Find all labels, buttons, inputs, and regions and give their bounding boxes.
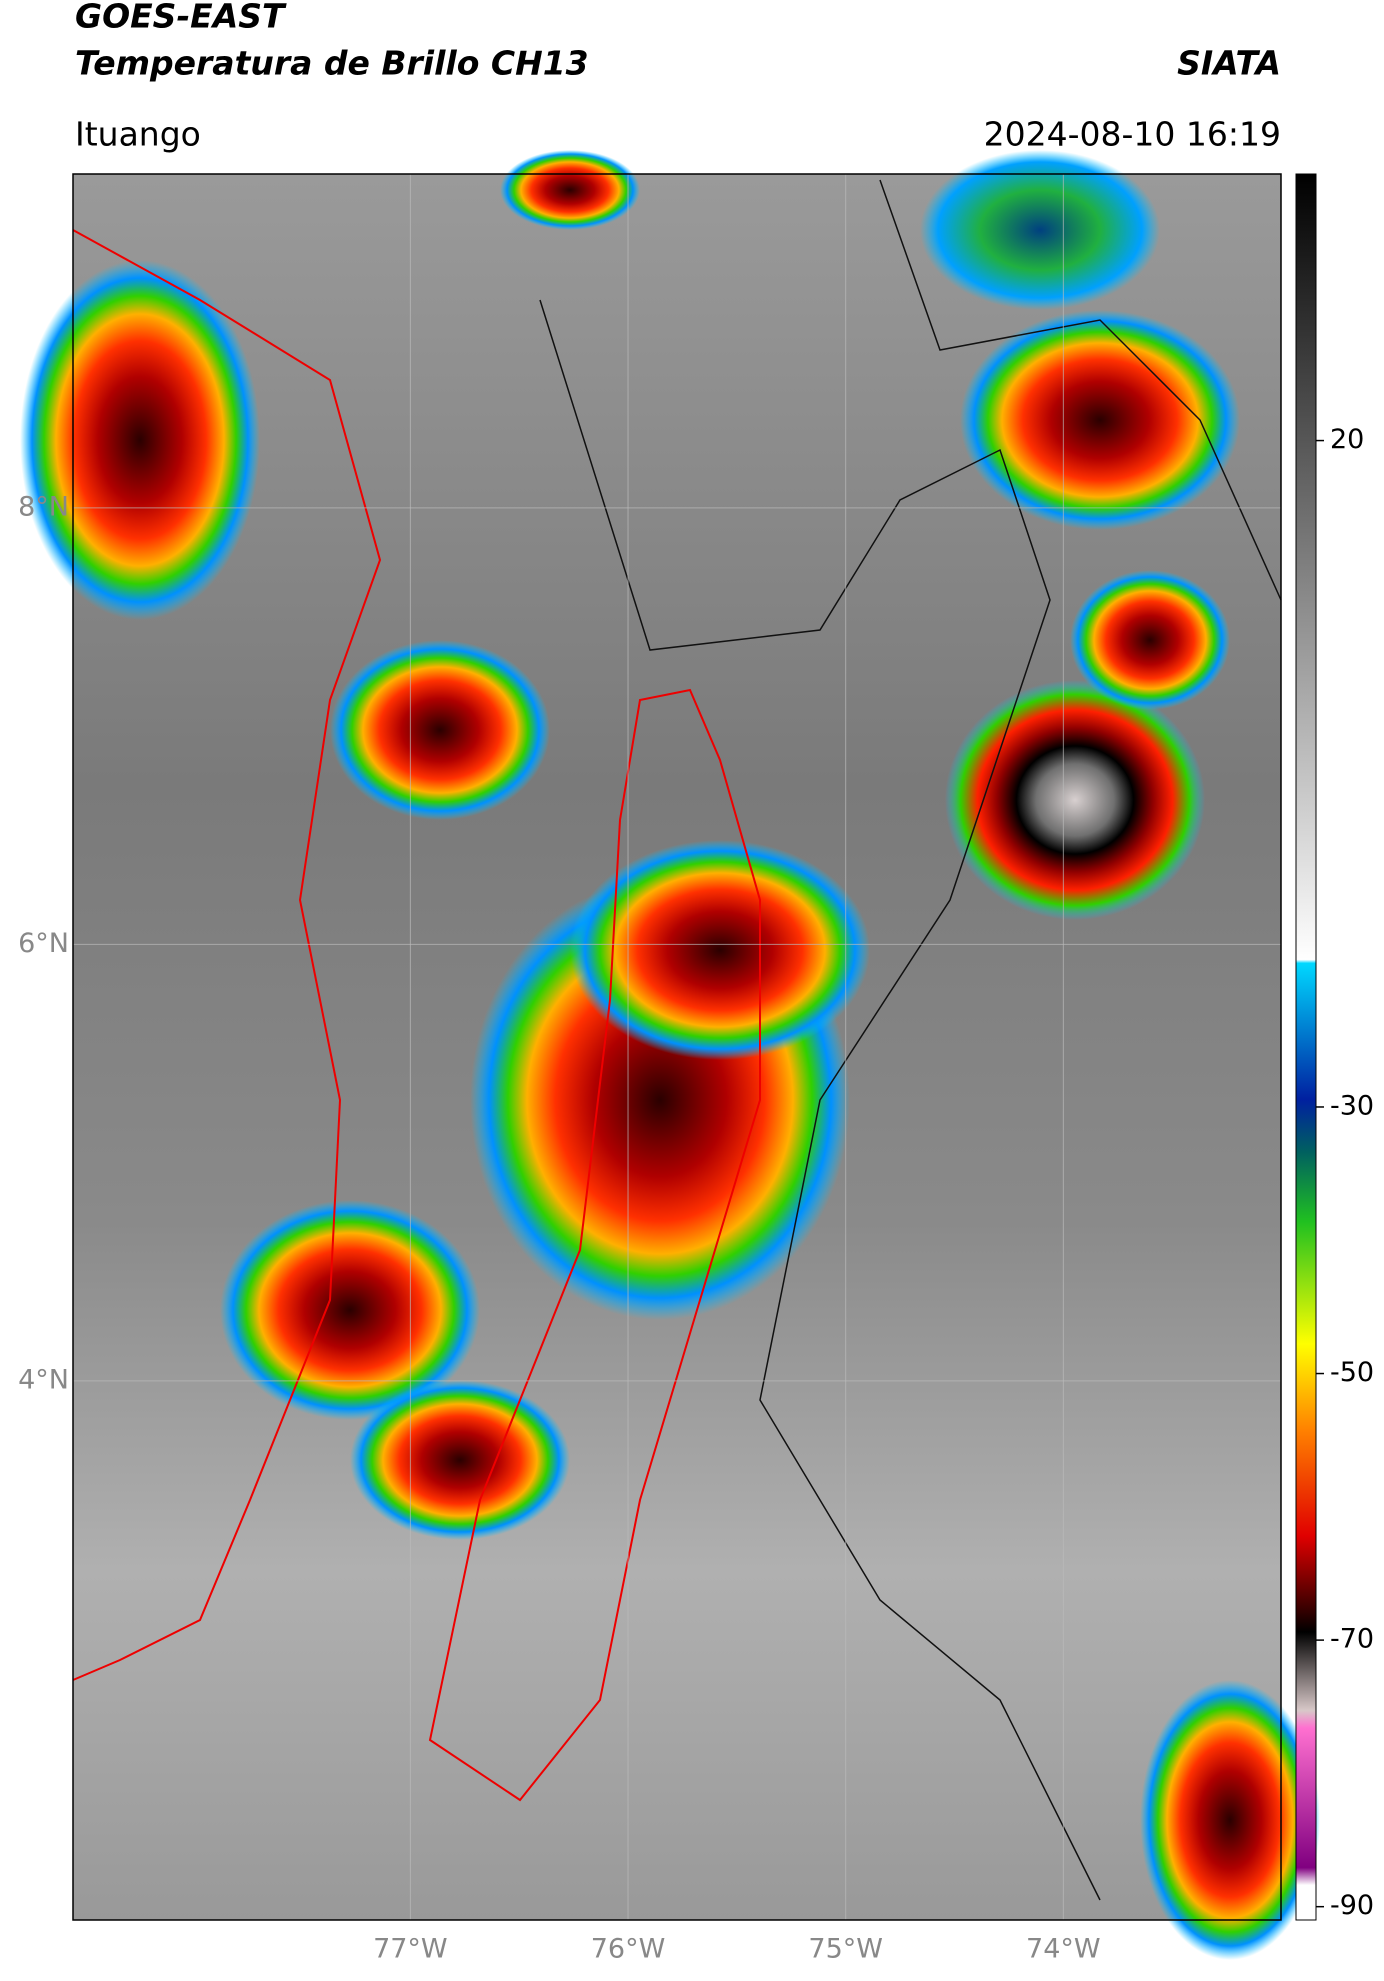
storm: [1070, 570, 1230, 710]
title: GOES-EAST: [75, 0, 287, 36]
storm: [945, 680, 1205, 920]
colorbar-tick-label: -70: [1330, 1624, 1374, 1655]
lat-label: 8°N: [18, 491, 69, 522]
storm: [570, 840, 870, 1060]
storm: [350, 1380, 570, 1540]
lon-label: 74°W: [1026, 1934, 1101, 1965]
storm: [330, 640, 550, 820]
department-border: [539, 299, 1101, 1901]
storm: [960, 310, 1240, 530]
colorbar-tick-label: 20: [1330, 424, 1364, 455]
colorbar-tick-label: -30: [1330, 1090, 1374, 1121]
colorbar: [1295, 173, 1317, 1921]
coastline: [72, 229, 382, 1681]
lat-label: 6°N: [18, 928, 69, 959]
map-frame: [72, 173, 1282, 1921]
storm: [220, 1200, 480, 1420]
region-border: [428, 688, 761, 1802]
timestamp: 2024-08-10 16:19: [984, 115, 1281, 154]
cloud: [920, 150, 1160, 310]
storm: [500, 150, 640, 230]
colorbar-tick-label: -90: [1330, 1890, 1374, 1921]
lon-label: 77°W: [373, 1934, 448, 1965]
map: [20, 150, 1320, 1960]
location: Ituango: [75, 115, 201, 154]
colorbar-tick-label: -50: [1330, 1357, 1374, 1388]
department-border: [879, 179, 1282, 601]
storm: [20, 260, 260, 620]
subtitle: Temperatura de Brillo CH13: [75, 44, 589, 83]
lat-label: 4°N: [18, 1364, 69, 1395]
storm: [1140, 1680, 1320, 1960]
lon-label: 76°W: [591, 1934, 666, 1965]
lon-label: 75°W: [808, 1934, 883, 1965]
source: SIATA: [1177, 44, 1281, 83]
